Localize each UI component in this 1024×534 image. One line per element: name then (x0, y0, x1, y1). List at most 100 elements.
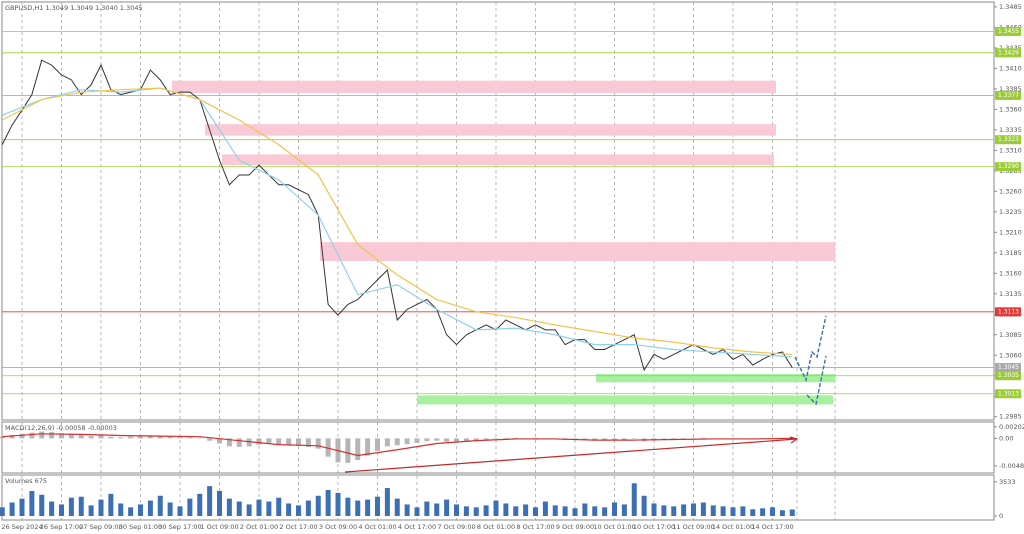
bar (256, 499, 262, 516)
zone (172, 80, 776, 93)
bar (335, 492, 341, 516)
bar (59, 504, 64, 516)
y-tick-label: 1.3485 (999, 3, 1022, 11)
bar (226, 438, 232, 447)
bar (345, 497, 351, 516)
bar (493, 438, 499, 439)
bar (375, 438, 380, 451)
bar (375, 496, 380, 516)
bar (108, 493, 114, 516)
bar (286, 503, 292, 516)
zone (320, 242, 835, 261)
bar (384, 488, 390, 516)
bar (523, 504, 529, 516)
bar (108, 436, 114, 439)
bar (730, 507, 736, 516)
bar (434, 503, 440, 516)
bar (88, 436, 94, 439)
bar (424, 438, 430, 442)
bar (207, 438, 213, 441)
trend-line (344, 438, 798, 473)
bar (365, 438, 371, 456)
y-tick-label: 0.00202 (999, 423, 1024, 431)
x-tick-label: 27 Sep 09:00 (79, 523, 122, 531)
level-label-box (995, 307, 1021, 317)
bar (592, 506, 598, 516)
bar (612, 438, 617, 441)
bar (483, 438, 489, 440)
bar (552, 505, 558, 516)
bar (454, 504, 459, 516)
bar (454, 438, 459, 443)
bar (286, 438, 292, 446)
y-tick-label: 1.3060 (999, 351, 1022, 359)
y-tick-label: 3533 (999, 478, 1016, 486)
bar (296, 505, 301, 516)
level-label: 1.3377 (998, 92, 1019, 99)
level-label-box (995, 162, 1021, 172)
bar (68, 434, 74, 439)
bar (305, 438, 311, 447)
level-label-box (995, 371, 1021, 381)
bar (355, 438, 361, 461)
forecast-arrow (794, 315, 827, 383)
bar (118, 437, 124, 439)
x-tick-label: 11 Oct 09:00 (672, 523, 714, 531)
zone (205, 124, 776, 136)
bar (503, 503, 509, 516)
bar (612, 502, 617, 516)
bar (325, 489, 331, 516)
bar (572, 508, 578, 516)
bar (68, 497, 74, 516)
series-line (2, 433, 793, 457)
level-label-box (995, 363, 1021, 373)
bar (98, 435, 104, 439)
bar (138, 436, 143, 439)
bar (197, 493, 203, 516)
series-line (2, 87, 793, 358)
bar (720, 506, 726, 516)
x-tick-label: 30 Sep 17:00 (158, 523, 201, 531)
bar (681, 504, 687, 516)
bar (602, 507, 608, 516)
x-tick-label: 10 Oct 01:00 (593, 523, 635, 531)
x-tick-label: 9 Oct 09:00 (556, 523, 594, 531)
bar (493, 500, 499, 516)
bar (276, 438, 282, 445)
bar (207, 486, 213, 516)
bar (760, 508, 766, 516)
x-tick-label: 30 Sep 01:00 (119, 523, 162, 531)
series-line (1, 87, 793, 356)
bar (434, 438, 440, 441)
bar (355, 500, 361, 516)
bar (582, 503, 588, 516)
bar (641, 495, 647, 516)
bar (177, 437, 183, 439)
y-tick-label: 1.3310 (999, 146, 1022, 154)
bar (404, 438, 410, 445)
bar (671, 506, 677, 516)
bar (276, 497, 282, 516)
x-tick-label: 2 Oct 01:00 (240, 523, 278, 531)
bar (384, 438, 390, 447)
bar (621, 438, 627, 440)
bar (118, 503, 124, 516)
bar (740, 506, 746, 516)
trend-arrow-head (789, 436, 799, 444)
bar (710, 505, 716, 516)
bar (533, 507, 538, 516)
bar (147, 500, 153, 516)
bar (315, 495, 321, 516)
bar (167, 436, 173, 439)
bar (513, 506, 519, 516)
bar (187, 437, 193, 439)
bar (394, 438, 400, 446)
bar (217, 490, 222, 516)
bar (681, 438, 687, 439)
bar (19, 498, 25, 516)
bar (157, 436, 163, 439)
forecast-arrow (806, 355, 827, 406)
bar (444, 499, 450, 516)
zone (596, 374, 835, 383)
